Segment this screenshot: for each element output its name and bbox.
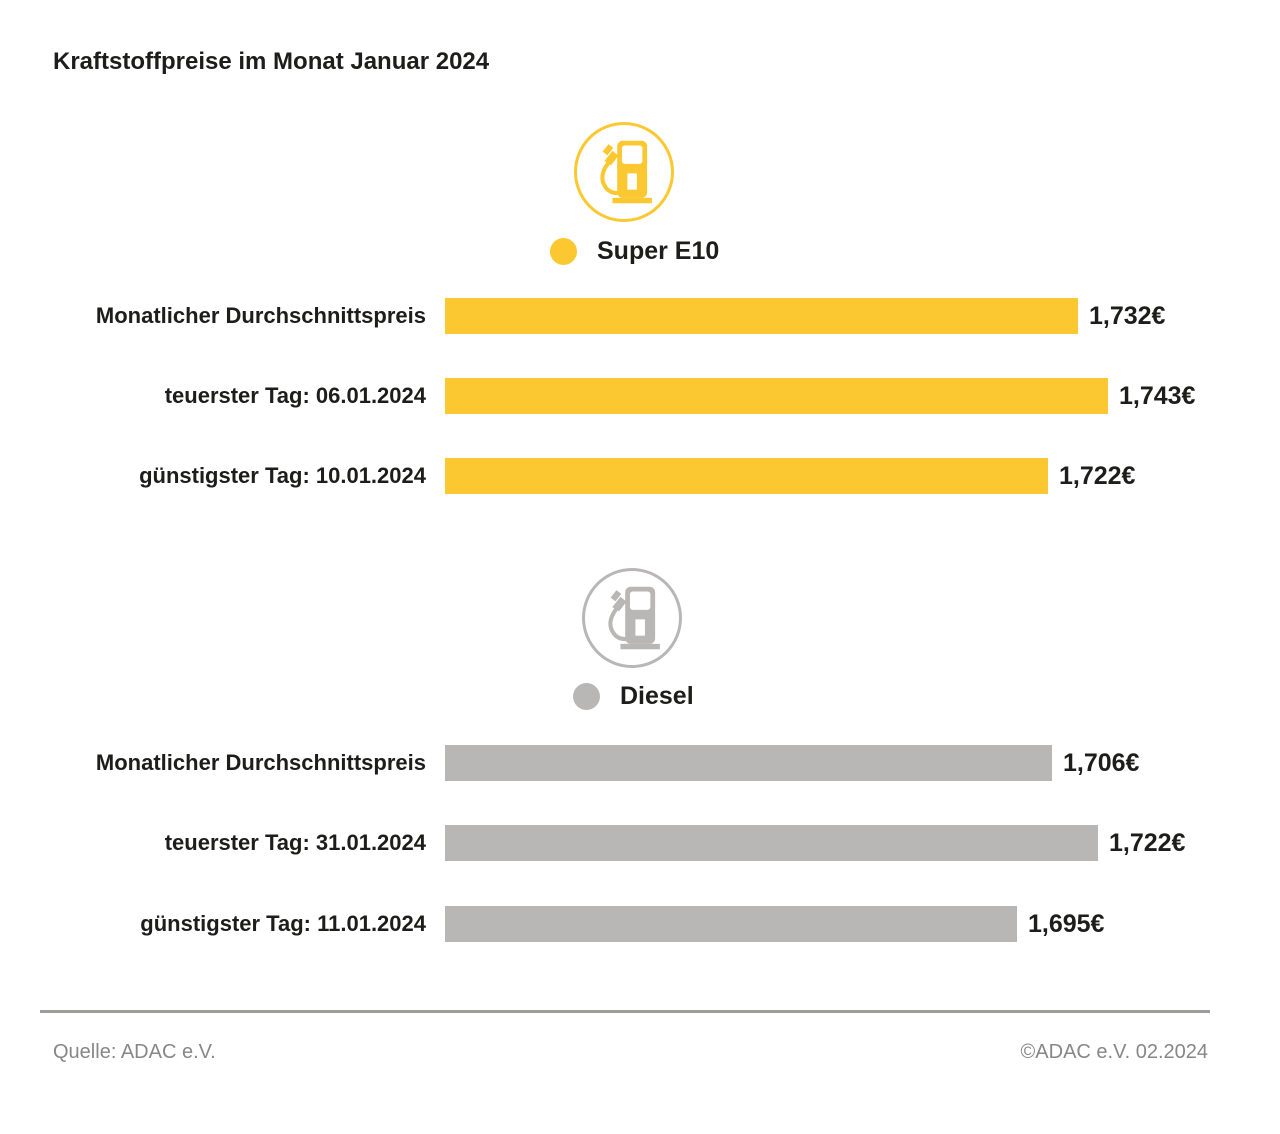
bar-diesel-avg: [445, 745, 1052, 781]
bar-value: 1,722€: [1059, 461, 1136, 490]
chart-title: Kraftstoffpreise im Monat Januar 2024: [53, 48, 490, 75]
bar-label: teuerster Tag: 06.01.2024: [164, 383, 426, 408]
bar-row-super-min: günstigster Tag: 10.01.2024 1,722€: [0, 458, 1280, 494]
legend-dot-icon: [550, 237, 577, 265]
bar-value: 1,706€: [1063, 748, 1140, 777]
bar-label: Monatlicher Durchschnittspreis: [95, 303, 426, 328]
bar-super-min: [445, 458, 1048, 494]
footer-source: Quelle: ADAC e.V.: [53, 1041, 216, 1063]
bar-value: 1,695€: [1028, 909, 1105, 938]
bar-super-max: [445, 378, 1108, 414]
legend-dot-icon: [573, 682, 600, 710]
bar-value: 1,743€: [1119, 381, 1196, 410]
bar-row-diesel-avg: Monatlicher Durchschnittspreis 1,706€: [0, 745, 1280, 781]
fuel-pump-icon: [590, 136, 658, 208]
fuel-pump-icon: [574, 122, 674, 222]
bar-row-super-avg: Monatlicher Durchschnittspreis 1,732€: [0, 298, 1280, 334]
legend-label-diesel: Diesel: [620, 681, 694, 710]
fuel-pump-icon: [582, 568, 682, 668]
bar-label: teuerster Tag: 31.01.2024: [164, 830, 426, 855]
fuel-pump-icon: [598, 582, 666, 654]
footer-divider: [40, 1010, 1210, 1013]
bar-label: günstigster Tag: 11.01.2024: [140, 911, 426, 936]
legend-super-e10: Super E10: [550, 237, 719, 265]
bar-diesel-max: [445, 825, 1098, 861]
bar-super-avg: [445, 298, 1078, 334]
bar-label: Monatlicher Durchschnittspreis: [95, 750, 426, 775]
footer-copyright: ©ADAC e.V. 02.2024: [1020, 1041, 1208, 1063]
bar-row-super-max: teuerster Tag: 06.01.2024 1,743€: [0, 378, 1280, 414]
bar-value: 1,732€: [1089, 301, 1166, 330]
bar-value: 1,722€: [1109, 828, 1186, 857]
bar-diesel-min: [445, 906, 1017, 942]
legend-diesel: Diesel: [573, 682, 694, 710]
bar-row-diesel-max: teuerster Tag: 31.01.2024 1,722€: [0, 825, 1280, 861]
legend-label-super-e10: Super E10: [597, 236, 720, 265]
bar-label: günstigster Tag: 10.01.2024: [139, 463, 426, 488]
bar-row-diesel-min: günstigster Tag: 11.01.2024 1,695€: [0, 906, 1280, 942]
